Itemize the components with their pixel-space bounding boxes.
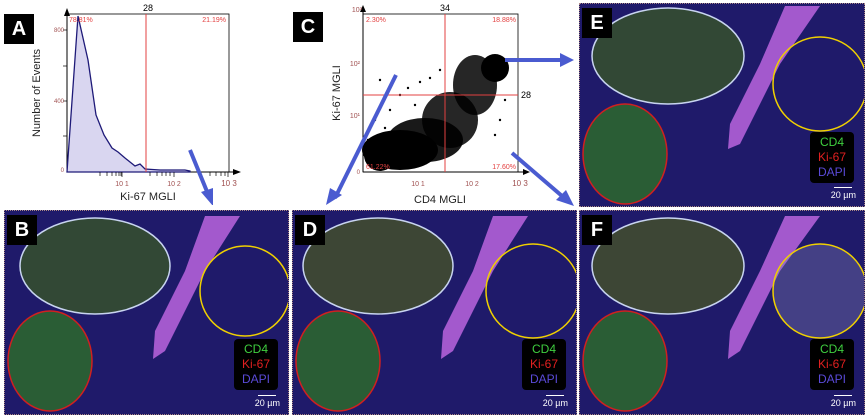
svg-text:0: 0	[357, 170, 361, 176]
svg-text:10 3: 10 3	[512, 179, 528, 188]
svg-text:10 1: 10 1	[115, 181, 129, 188]
svg-text:10 2: 10 2	[465, 181, 479, 188]
svg-text:10 1: 10 1	[411, 181, 425, 188]
svg-text:10 2: 10 2	[167, 181, 181, 188]
panel-d-image: D CD4 Ki-67 DAPI 20 µm	[292, 210, 577, 415]
panel-b-image: B CD4 Ki-67 DAPI 20 µm	[4, 210, 289, 415]
svg-text:10³: 10³	[352, 7, 363, 14]
svg-text:Number of Events: Number of Events	[31, 48, 43, 137]
panel-f-image: F CD4 Ki-67 DAPI 20 µm	[579, 210, 865, 415]
svg-text:21.19%: 21.19%	[202, 17, 226, 24]
panel-label-e: E	[582, 8, 612, 38]
svg-text:10 3: 10 3	[221, 179, 237, 188]
legend-cd4: CD4	[819, 342, 844, 356]
svg-text:400: 400	[54, 99, 65, 105]
svg-text:Ki-67 MGLI: Ki-67 MGLI	[331, 65, 343, 121]
svg-text:28: 28	[521, 90, 531, 100]
legend-dapi: DAPI	[529, 372, 558, 386]
scale-bar: 20 µm	[255, 395, 280, 408]
panel-label-f: F	[582, 215, 612, 245]
svg-text:17.60%: 17.60%	[492, 164, 516, 171]
svg-text:Ki-67 MGLI: Ki-67 MGLI	[120, 191, 176, 203]
legend-dapi: DAPI	[817, 165, 846, 179]
scale-bar: 20 µm	[543, 395, 568, 408]
panel-label-a: A	[4, 14, 34, 44]
legend-ki67: Ki-67	[529, 357, 558, 371]
scale-bar: 20 µm	[831, 187, 856, 200]
svg-text:0: 0	[61, 168, 65, 174]
svg-text:800: 800	[54, 28, 65, 34]
panel-label-c: C	[293, 12, 323, 42]
legend-ki67: Ki-67	[241, 357, 270, 371]
svg-text:10²: 10²	[350, 61, 361, 68]
panel-e-image: E CD4 Ki-67 DAPI 20 µm	[579, 3, 865, 207]
legend-cd4: CD4	[531, 342, 556, 356]
svg-text:2.30%: 2.30%	[366, 17, 386, 24]
svg-text:78.81%: 78.81%	[69, 17, 93, 24]
histogram-chart: 10 1 10 2 10 3 0 400 800 28 78.81% 21.19…	[31, 3, 241, 205]
svg-text:28: 28	[143, 3, 153, 13]
channel-legend: CD4 Ki-67 DAPI	[809, 132, 854, 183]
legend-dapi: DAPI	[817, 372, 846, 386]
scale-bar: 20 µm	[831, 395, 856, 408]
svg-text:CD4 MGLI: CD4 MGLI	[414, 194, 466, 206]
legend-cd4: CD4	[243, 342, 268, 356]
svg-text:61.22%: 61.22%	[366, 164, 390, 171]
legend-dapi: DAPI	[241, 372, 270, 386]
legend-ki67: Ki-67	[817, 357, 846, 371]
channel-legend: CD4 Ki-67 DAPI	[233, 339, 278, 390]
svg-text:18.88%: 18.88%	[492, 17, 516, 24]
panel-label-d: D	[295, 215, 325, 245]
channel-legend: CD4 Ki-67 DAPI	[809, 339, 854, 390]
legend-ki67: Ki-67	[817, 150, 846, 164]
channel-legend: CD4 Ki-67 DAPI	[521, 339, 566, 390]
svg-text:10¹: 10¹	[350, 113, 361, 120]
scatter-chart: 34 28 2.30% 18.88% 61.22% 17.60% 10³ 10²…	[326, 3, 574, 206]
panel-label-b: B	[7, 215, 37, 245]
svg-text:34: 34	[440, 3, 450, 13]
legend-cd4: CD4	[819, 135, 844, 149]
